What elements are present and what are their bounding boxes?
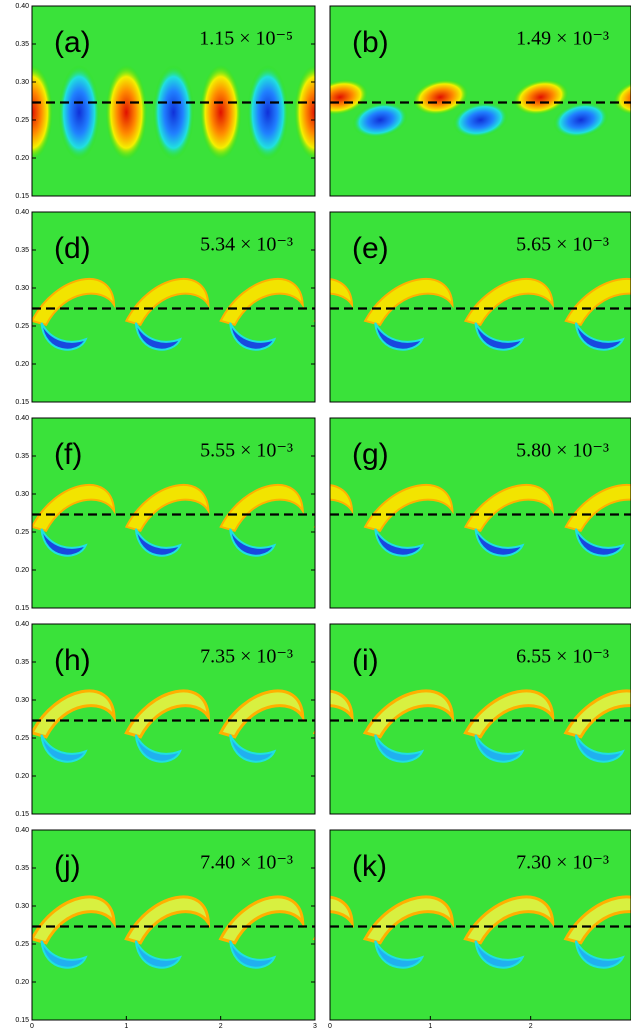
panel-label: (d) (54, 232, 91, 265)
y-tick-label: 0.30 (15, 285, 29, 292)
panel-label: (e) (352, 232, 389, 265)
y-tick-label: 0.20 (15, 155, 29, 162)
panel-label: (h) (54, 644, 91, 677)
annotation: 7.30 × 10⁻³ (516, 852, 609, 874)
x-tick-label: 2 (219, 1023, 223, 1028)
annotation: 1.49 × 10⁻³ (516, 28, 609, 50)
panel-label: (k) (352, 850, 387, 883)
panel-label: (f) (54, 438, 82, 471)
red-blob (106, 65, 148, 160)
annotation: 5.80 × 10⁻³ (516, 440, 609, 462)
blue-blob (0, 65, 6, 160)
y-tick-label: 0.35 (15, 453, 29, 460)
annotation: 7.40 × 10⁻³ (200, 852, 293, 874)
x-tick-label: 1 (428, 1023, 432, 1028)
red-blob (200, 65, 242, 160)
x-tick-label: 3 (313, 1023, 317, 1028)
x-tick-label: 0 (30, 1023, 34, 1028)
x-tick-label: 0 (328, 1023, 332, 1028)
y-tick-label: 0.30 (15, 491, 29, 498)
y-tick-label: 0.30 (15, 903, 29, 910)
y-tick-label: 0.25 (15, 529, 29, 536)
panel-label: (a) (54, 26, 91, 59)
annotation: 7.35 × 10⁻³ (200, 646, 293, 668)
y-tick-label: 0.35 (15, 247, 29, 254)
y-tick-label: 0.15 (15, 1017, 29, 1024)
y-tick-label: 0.30 (15, 697, 29, 704)
y-tick-label: 0.30 (15, 79, 29, 86)
annotation: 5.34 × 10⁻³ (200, 234, 293, 256)
y-tick-label: 0.20 (15, 567, 29, 574)
y-tick-label: 0.40 (15, 3, 29, 10)
panel-label: (g) (352, 438, 389, 471)
y-tick-label: 0.25 (15, 941, 29, 948)
y-tick-label: 0.25 (15, 323, 29, 330)
y-tick-label: 0.40 (15, 415, 29, 422)
y-tick-label: 0.35 (15, 41, 29, 48)
figure: 0.15 0.20 0.25 0.30 0.35 0.40 (a) 1.15 × 10⁻⁵ (b… (0, 0, 631, 1028)
x-tick-label: 2 (529, 1023, 533, 1028)
y-tick-label: 0.20 (15, 979, 29, 986)
y-tick-label: 0.35 (15, 865, 29, 872)
panel-label: (j) (54, 850, 81, 883)
blue-blob (247, 65, 289, 160)
y-tick-label: 0.40 (15, 827, 29, 834)
y-tick-label: 0.25 (15, 735, 29, 742)
x-tick-label: 1 (124, 1023, 128, 1028)
y-tick-label: 0.40 (15, 209, 29, 216)
annotation: 6.55 × 10⁻³ (516, 646, 609, 668)
y-tick-label: 0.15 (15, 399, 29, 406)
blue-blob (153, 65, 195, 160)
y-tick-label: 0.35 (15, 659, 29, 666)
y-tick-label: 0.20 (15, 773, 29, 780)
panel-label: (b) (352, 26, 389, 59)
y-tick-label: 0.15 (15, 605, 29, 612)
y-tick-label: 0.15 (15, 193, 29, 200)
y-tick-label: 0.40 (15, 621, 29, 628)
y-tick-label: 0.25 (15, 117, 29, 124)
y-tick-label: 0.20 (15, 361, 29, 368)
annotation: 1.15 × 10⁻⁵ (199, 28, 293, 50)
annotation: 5.55 × 10⁻³ (200, 440, 293, 462)
annotation: 5.65 × 10⁻³ (516, 234, 609, 256)
panel-label: (i) (352, 644, 379, 677)
blue-blob (58, 65, 100, 160)
y-tick-label: 0.15 (15, 811, 29, 818)
